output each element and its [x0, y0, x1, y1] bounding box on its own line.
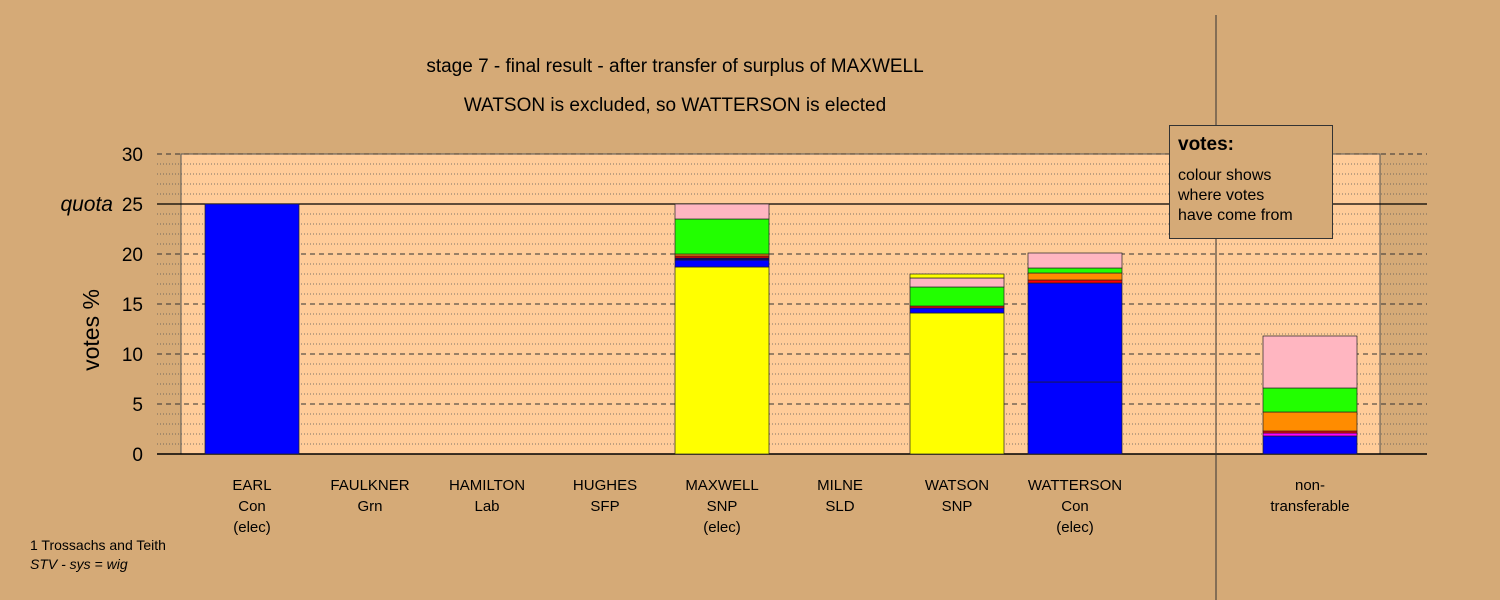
bar-segment-watterson — [1027, 267, 1123, 274]
chart-title: stage 7 - final result - after transfer … — [426, 56, 923, 77]
bar-segment-watterson — [1027, 252, 1123, 269]
candidate-label-maxwell: (elec) — [703, 519, 741, 536]
y-axis-label: votes % — [78, 289, 104, 371]
candidate-label-faulkner: Grn — [357, 498, 382, 515]
quota-label: quota — [60, 193, 113, 216]
legend: votes: colour shows where votes have com… — [1169, 125, 1333, 239]
candidate-label-maxwell: MAXWELL — [685, 477, 758, 494]
bar-segment-watson — [909, 277, 1005, 288]
candidate-label-earl: (elec) — [233, 519, 271, 536]
bars — [204, 203, 1358, 455]
candidate-label-hamilton: HAMILTON — [449, 477, 525, 494]
candidate-label-watterson: WATTERSON — [1028, 477, 1122, 494]
y-tick-label: 20 — [122, 245, 143, 266]
bar-segment-non-transferable — [1262, 335, 1358, 389]
bar-segment-watterson — [1027, 272, 1123, 281]
bar-segment-maxwell — [674, 203, 770, 220]
chart-subtitle: WATSON is excluded, so WATTERSON is elec… — [464, 95, 886, 116]
bar-segment-watterson — [1027, 279, 1123, 284]
candidate-label-maxwell: SNP — [707, 498, 738, 515]
candidate-label-earl: Con — [238, 498, 266, 515]
candidate-label-watson: SNP — [942, 498, 973, 515]
legend-line-3: have come from — [1178, 207, 1293, 224]
non-transferable-label: transferable — [1270, 498, 1349, 515]
y-axis: 0 5 10 15 20 25 30 quota — [60, 145, 143, 466]
bar-segment-maxwell — [674, 266, 770, 455]
candidate-label-hamilton: Lab — [474, 498, 499, 515]
footer-system: STV - sys = wig — [30, 556, 128, 572]
candidate-label-milne: SLD — [825, 498, 854, 515]
y-tick-label: 30 — [122, 145, 143, 166]
bar-segment-watson — [909, 307, 1005, 314]
bar-segment-watterson — [1027, 282, 1123, 383]
bar-segment-non-transferable — [1262, 435, 1358, 455]
y-tick-label: 10 — [122, 345, 143, 366]
candidate-label-watterson: Con — [1061, 498, 1089, 515]
non-transferable-label: non- — [1295, 477, 1325, 494]
bar-segment-maxwell — [674, 259, 770, 268]
candidate-label-watterson: (elec) — [1056, 519, 1094, 536]
x-axis-labels: EARL Con (elec) FAULKNER Grn HAMILTON Lab HUGHE… — [232, 477, 1349, 536]
bar-segment-earl — [204, 203, 300, 455]
y-tick-label: 0 — [132, 445, 143, 466]
bar-segment-watson — [909, 273, 1005, 279]
bar-segment-watterson — [1027, 381, 1123, 455]
bar-segment-non-transferable — [1262, 387, 1358, 413]
y-tick-label: 25 — [122, 195, 143, 216]
bar-segment-non-transferable — [1262, 411, 1358, 432]
candidate-label-watson: WATSON — [925, 477, 989, 494]
bar-segment-maxwell — [674, 218, 770, 255]
legend-line-1: colour shows — [1178, 167, 1272, 184]
candidate-label-milne: MILNE — [817, 477, 863, 494]
candidate-label-hughes: HUGHES — [573, 477, 637, 494]
legend-line-2: where votes — [1178, 187, 1265, 204]
y-tick-label: 15 — [122, 295, 143, 316]
y-tick-label: 5 — [132, 395, 143, 416]
bar-segment-watson — [909, 286, 1005, 307]
candidate-label-earl: EARL — [232, 477, 271, 494]
candidate-label-hughes: SFP — [590, 498, 619, 515]
bar-segment-watson — [909, 312, 1005, 455]
footer-constituency: 1 Trossachs and Teith — [30, 537, 166, 553]
candidate-label-faulkner: FAULKNER — [330, 477, 409, 494]
legend-title: votes: — [1178, 134, 1234, 155]
bar-segment-non-transferable — [1262, 432, 1358, 437]
